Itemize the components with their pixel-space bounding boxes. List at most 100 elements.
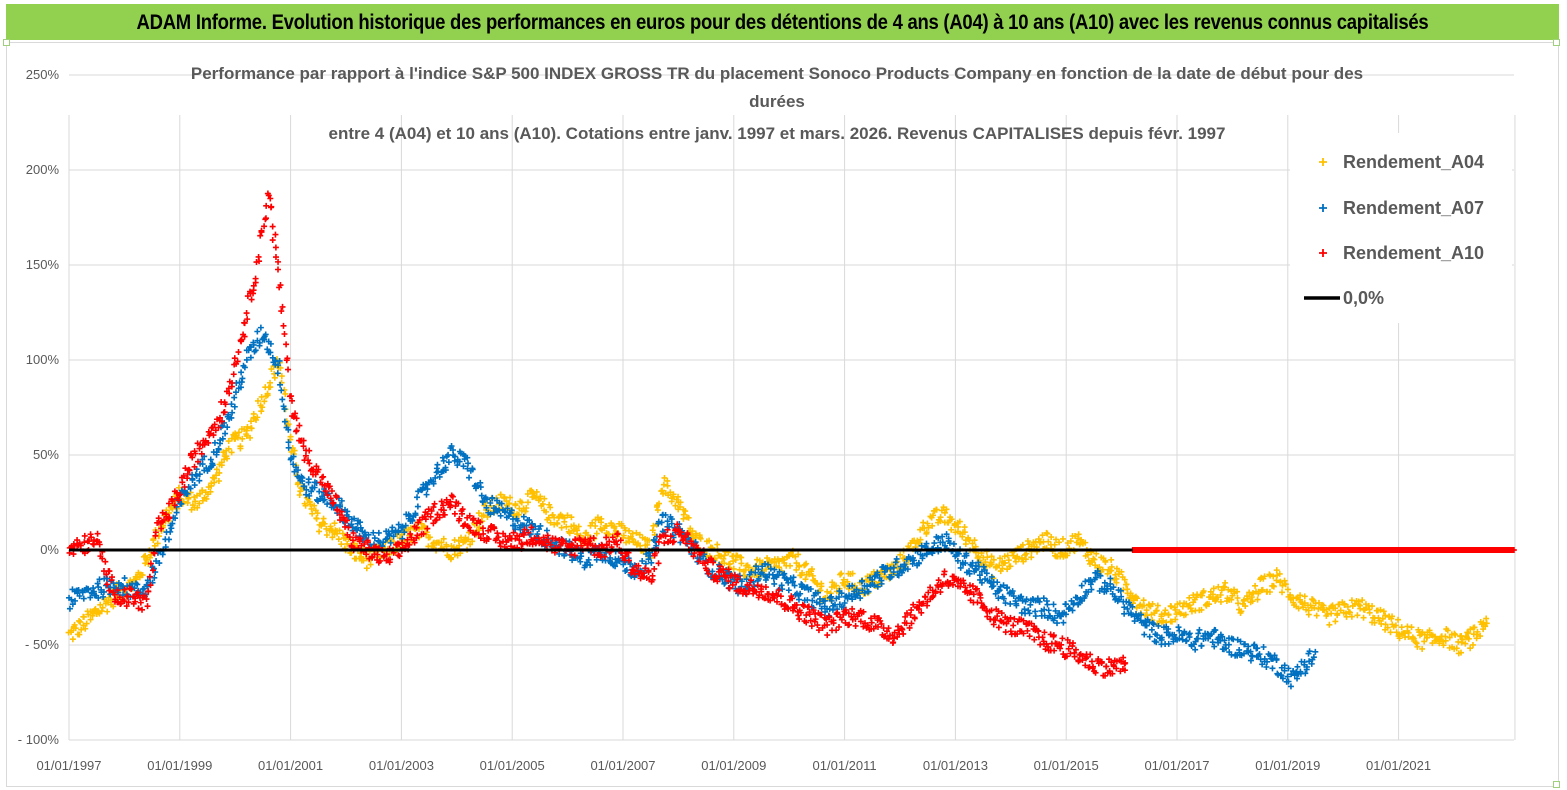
data-point	[156, 560, 163, 567]
data-point	[228, 414, 235, 421]
data-point	[1148, 626, 1155, 633]
data-point	[997, 555, 1004, 562]
data-point	[432, 474, 439, 481]
data-point	[1130, 597, 1137, 604]
data-point	[169, 520, 176, 527]
data-point	[623, 539, 630, 546]
data-point	[110, 603, 117, 610]
data-point	[476, 524, 483, 531]
data-point	[1032, 613, 1039, 620]
data-point	[262, 331, 269, 338]
data-point	[1347, 609, 1353, 616]
data-point	[254, 397, 261, 404]
data-point	[85, 586, 92, 593]
x-tick-label: 01/01/2013	[923, 758, 988, 773]
data-point	[154, 540, 161, 547]
data-point	[272, 244, 279, 251]
y-tick-label: 0%	[40, 542, 59, 557]
data-point	[75, 587, 82, 594]
data-point	[316, 488, 323, 495]
data-point	[1051, 647, 1058, 654]
data-point	[475, 510, 482, 517]
data-point	[1220, 583, 1227, 590]
data-point	[824, 632, 831, 639]
data-point	[508, 507, 515, 514]
data-point	[745, 564, 752, 571]
data-point	[225, 438, 232, 445]
data-point	[395, 521, 402, 528]
data-point	[1153, 607, 1160, 614]
data-point	[215, 477, 222, 484]
data-point	[275, 362, 282, 369]
data-point	[1118, 568, 1125, 575]
data-point	[1295, 605, 1302, 612]
resize-handle-top-right[interactable]	[1553, 39, 1560, 46]
data-point	[464, 454, 471, 461]
data-point	[670, 538, 677, 545]
data-point	[235, 349, 242, 356]
x-tick-label: 01/01/2017	[1144, 758, 1209, 773]
data-point	[402, 522, 409, 529]
data-point	[338, 541, 345, 548]
data-point	[306, 492, 313, 499]
data-point	[339, 530, 346, 537]
data-point	[975, 553, 982, 560]
chart-area: 250% 200% 150% 100% 50% 0% - 50% - 100% 01/01/19…	[6, 42, 1559, 787]
data-point	[1384, 624, 1391, 631]
data-point	[796, 616, 803, 623]
legend-label: 0,0%	[1343, 288, 1384, 308]
data-point	[833, 582, 840, 589]
data-point	[320, 515, 327, 522]
data-point	[670, 491, 677, 498]
data-point	[1396, 635, 1403, 642]
data-point	[577, 558, 584, 565]
x-tick-label: 01/01/2001	[258, 758, 323, 773]
data-point	[900, 630, 907, 637]
data-point	[920, 519, 927, 526]
data-point	[1044, 530, 1051, 537]
series-Rendement_A04	[65, 356, 1490, 657]
data-point	[969, 540, 976, 547]
data-point	[545, 514, 552, 521]
data-point	[1240, 597, 1247, 604]
data-point	[852, 622, 859, 629]
data-point	[925, 524, 932, 531]
resize-handle-bottom-right[interactable]	[1553, 781, 1560, 788]
data-point	[237, 384, 244, 391]
data-point	[264, 346, 271, 353]
data-point	[269, 237, 276, 244]
data-point	[272, 231, 279, 238]
data-point	[1412, 639, 1419, 646]
data-point	[524, 499, 531, 506]
data-point	[69, 636, 76, 643]
data-point	[283, 341, 290, 348]
data-point	[1269, 665, 1276, 672]
data-point	[225, 411, 232, 418]
data-point	[100, 593, 107, 600]
data-point	[207, 488, 214, 495]
data-point	[649, 572, 656, 579]
data-point	[321, 496, 328, 503]
data-point	[1102, 559, 1109, 565]
data-point	[685, 514, 692, 521]
data-point	[360, 557, 367, 564]
data-point	[1085, 557, 1092, 564]
data-point	[1172, 616, 1179, 623]
data-point	[196, 471, 203, 478]
data-point	[72, 597, 79, 604]
data-point	[90, 585, 97, 592]
legend-label: Rendement_A10	[1343, 243, 1484, 263]
data-point	[274, 370, 281, 377]
data-point	[1210, 585, 1217, 592]
data-point	[285, 439, 292, 446]
data-point	[1059, 535, 1066, 542]
resize-handle-top-left[interactable]	[3, 39, 10, 46]
data-point	[95, 594, 102, 601]
data-point	[241, 364, 248, 371]
data-point	[714, 541, 721, 548]
data-point	[1186, 602, 1193, 609]
data-point	[908, 607, 915, 614]
data-point	[1010, 622, 1017, 629]
data-point	[1458, 639, 1465, 646]
data-point	[335, 536, 342, 543]
